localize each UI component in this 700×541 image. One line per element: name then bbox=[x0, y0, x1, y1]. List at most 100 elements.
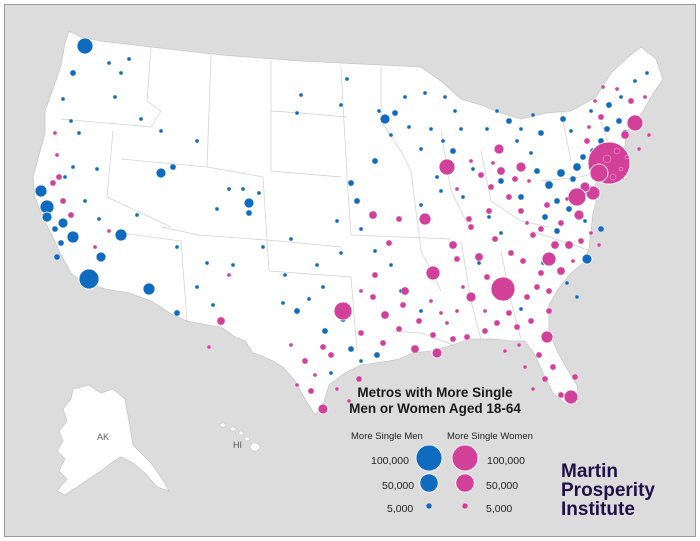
single-men-metro-bubble bbox=[517, 193, 525, 201]
single-men-metro-bubble bbox=[76, 130, 82, 136]
single-men-metro-bubble bbox=[155, 167, 167, 179]
single-women-metro-bubble bbox=[52, 130, 58, 136]
single-women-metro-bubble bbox=[92, 244, 98, 250]
single-women-metro-bubble bbox=[67, 211, 75, 219]
single-women-metro-bubble bbox=[438, 310, 444, 316]
legend-women-header: More Single Women bbox=[447, 431, 533, 442]
single-women-metro-bubble bbox=[485, 207, 493, 215]
single-women-metro-bubble bbox=[537, 269, 545, 277]
single-men-metro-bubble bbox=[106, 60, 112, 66]
single-women-metro-bubble bbox=[613, 147, 621, 155]
single-women-metro-bubble bbox=[216, 316, 226, 326]
single-women-metro-bubble bbox=[636, 146, 642, 152]
single-men-metro-bubble bbox=[328, 370, 334, 376]
single-men-metro-bubble bbox=[194, 138, 200, 144]
single-women-metro-bubble bbox=[642, 94, 648, 100]
single-men-metro-bubble bbox=[460, 194, 466, 200]
single-men-metro-bubble bbox=[452, 108, 458, 114]
single-men-metro-bubble bbox=[574, 294, 580, 300]
single-men-metro-bubble bbox=[194, 284, 200, 290]
single-men-metro-bubble bbox=[243, 197, 255, 209]
single-women-metro-bubble bbox=[545, 307, 553, 315]
single-women-metro-bubble bbox=[588, 230, 594, 236]
single-women-metro-bubble bbox=[487, 183, 495, 191]
single-men-metro-bubble bbox=[60, 96, 66, 102]
legend-title: Metros with More Single Men or Women Age… bbox=[335, 385, 535, 417]
martin-prosperity-logo: Martin Prosperity Institute bbox=[561, 462, 655, 519]
single-men-metro-bubble bbox=[174, 244, 180, 250]
single-women-metro-bubble bbox=[493, 143, 505, 155]
single-men-metro-bubble bbox=[388, 132, 394, 138]
single-women-metro-bubble bbox=[533, 283, 541, 291]
single-men-metro-bubble bbox=[95, 251, 107, 263]
single-men-metro-bubble bbox=[53, 253, 61, 261]
single-women-metro-bubble bbox=[428, 298, 434, 304]
single-men-metro-bubble bbox=[69, 69, 77, 77]
single-men-metro-bubble bbox=[321, 327, 329, 335]
single-women-metro-bubble bbox=[312, 372, 318, 378]
metro-bubbles[interactable] bbox=[34, 37, 652, 415]
hawaii-shape bbox=[219, 422, 261, 452]
single-women-metro-bubble bbox=[477, 171, 485, 179]
single-women-metro-bubble bbox=[355, 375, 363, 383]
single-women-metro-bubble bbox=[556, 266, 566, 276]
single-men-metro-bubble bbox=[294, 110, 300, 116]
single-women-metro-bubble bbox=[395, 325, 403, 333]
single-women-metro-bubble bbox=[602, 154, 612, 164]
single-men-metro-bubble bbox=[442, 94, 448, 100]
single-women-metro-bubble bbox=[513, 323, 521, 331]
us-metro-map[interactable]: AK HI bbox=[5, 5, 697, 538]
legend-men-label-small: 5,000 bbox=[387, 503, 414, 515]
single-men-metro-bubble bbox=[449, 147, 457, 155]
single-women-metro-bubble bbox=[379, 339, 387, 347]
single-women-metro-bubble bbox=[431, 347, 443, 359]
state-label-hi: HI bbox=[233, 440, 242, 450]
single-women-metro-bubble bbox=[294, 382, 300, 388]
single-men-metro-bubble bbox=[118, 70, 124, 76]
single-women-metro-bubble bbox=[563, 389, 579, 405]
single-women-metro-bubble bbox=[567, 187, 587, 207]
single-men-metro-bubble bbox=[376, 108, 382, 114]
single-men-metro-bubble bbox=[537, 129, 545, 137]
single-men-metro-bubble bbox=[214, 206, 220, 212]
single-women-metro-bubble bbox=[596, 242, 602, 248]
single-men-metro-bubble bbox=[62, 174, 68, 180]
single-men-metro-bubble bbox=[632, 78, 638, 84]
single-men-metro-bubble bbox=[41, 211, 53, 223]
single-men-metro-bubble bbox=[476, 260, 482, 266]
single-men-metro-bubble bbox=[569, 175, 577, 183]
single-women-metro-bubble bbox=[550, 240, 560, 250]
single-women-metro-bubble bbox=[319, 343, 327, 351]
single-women-metro-bubble bbox=[614, 86, 620, 92]
map-frame: AK HI Metros with More Single Men or Wom… bbox=[4, 4, 696, 537]
single-men-metro-bubble bbox=[245, 209, 253, 217]
single-women-metro-bubble bbox=[368, 210, 378, 220]
single-men-metro-bubble bbox=[518, 126, 524, 132]
single-men-metro-bubble bbox=[76, 37, 94, 55]
single-women-metro-bubble bbox=[526, 178, 532, 184]
single-men-metro-bubble bbox=[226, 186, 232, 192]
single-women-metro-bubble bbox=[549, 363, 557, 371]
single-men-metro-bubble bbox=[498, 230, 504, 236]
single-men-metro-bubble bbox=[138, 116, 144, 122]
single-men-metro-bubble bbox=[497, 177, 505, 185]
single-men-metro-bubble bbox=[544, 180, 554, 190]
single-women-metro-bubble bbox=[301, 357, 309, 365]
single-women-metro-bubble bbox=[529, 231, 537, 239]
single-women-metro-bubble bbox=[541, 375, 549, 383]
single-women-metro-bubble bbox=[460, 284, 466, 290]
brand-line2: Prosperity bbox=[561, 480, 655, 501]
brand-line3: Institute bbox=[561, 499, 635, 520]
single-men-metro-bubble bbox=[541, 213, 549, 221]
single-men-metro-bubble bbox=[298, 92, 304, 98]
single-men-metro-bubble bbox=[618, 94, 624, 100]
single-men-metro-bubble bbox=[530, 112, 536, 118]
single-women-metro-bubble bbox=[410, 344, 420, 354]
single-women-metro-bubble bbox=[592, 98, 598, 104]
single-men-metro-bubble bbox=[418, 146, 424, 152]
brand-line1: Martin bbox=[561, 461, 618, 482]
single-women-metro-bubble bbox=[399, 301, 407, 309]
single-women-metro-bubble bbox=[523, 293, 531, 301]
legend-men-header: More Single Men bbox=[351, 431, 423, 442]
single-men-metro-bubble bbox=[94, 166, 100, 172]
